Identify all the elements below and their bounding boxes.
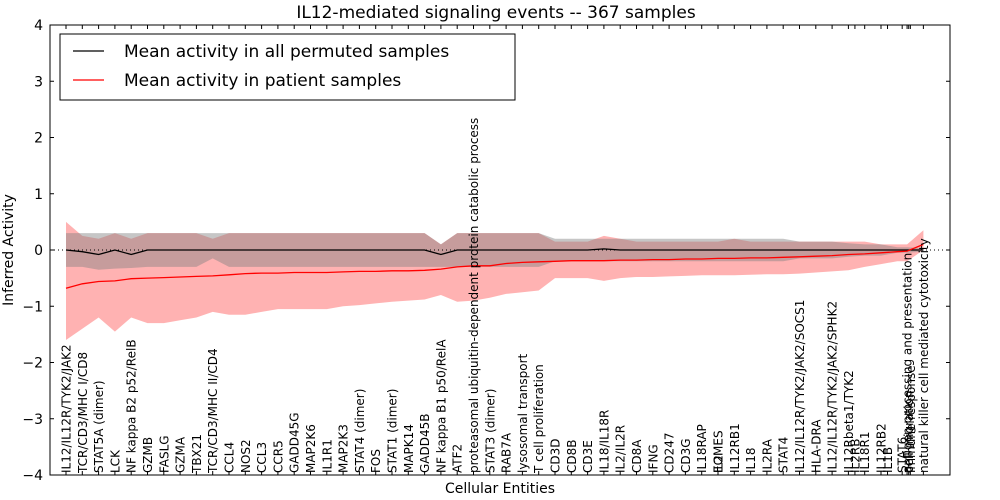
category-label: FASLG	[157, 435, 171, 473]
category-label: CD3G	[679, 438, 693, 473]
category-label: GZMA	[174, 436, 188, 473]
y-tick-label: −4	[22, 468, 43, 484]
legend: Mean activity in all permuted samples Me…	[59, 33, 516, 101]
y-tick-label: 2	[34, 131, 43, 147]
category-label: STAT3 (dimer)	[483, 389, 497, 473]
category-label: NF kappa B1 p50/RelA	[434, 339, 448, 473]
category-label: IL18RAP	[695, 424, 709, 473]
patient-mean-line	[65, 243, 924, 289]
x-axis-label: Cellular Entities	[445, 481, 555, 497]
category-label: TCR/CD3/MHC II/CD4	[206, 348, 220, 474]
category-label: natural killer cell mediated cytotoxicit…	[917, 238, 931, 473]
category-label: IFNG	[646, 444, 660, 473]
category-label: CD3E	[581, 440, 595, 473]
y-tick-label: −3	[22, 412, 43, 428]
permuted-mean-line	[65, 248, 924, 256]
category-label: IL12Rbeta1/TYK2	[842, 370, 856, 473]
category-label: IL1R1	[320, 439, 334, 473]
category-label: antigen processing and presentation	[901, 253, 915, 473]
category-label: HLA-DRA	[809, 419, 823, 473]
legend-box	[59, 33, 516, 101]
category-label: GZMB	[141, 437, 155, 473]
category-label: STAT4	[777, 437, 791, 473]
category-label: STAT1 (dimer)	[386, 389, 400, 473]
category-label: IL18	[744, 448, 758, 474]
plot-frame	[49, 24, 951, 476]
y-tick-label: −1	[22, 299, 43, 315]
category-label: MAPK14	[402, 424, 416, 473]
category-label: GADD45G	[288, 412, 302, 473]
category-label: CD247	[663, 432, 677, 473]
category-label: T cell proliferation	[532, 364, 546, 474]
category-label: IL18R1	[858, 432, 872, 473]
category-label: IL2RA	[760, 438, 774, 473]
category-label: ATF2	[451, 444, 465, 473]
category-label: STAT4 (dimer)	[353, 389, 367, 473]
y-tick-label: −2	[22, 356, 43, 372]
category-label: IL1B	[881, 447, 895, 473]
category-label: CCR5	[271, 440, 285, 473]
category-label: CD8B	[565, 440, 579, 474]
category-label: NOS2	[239, 439, 253, 473]
category-label: IL2RB	[848, 439, 862, 473]
category-label: CD3D	[549, 439, 563, 474]
category-label: STAT6	[896, 437, 910, 473]
category-label: STAT5A (dimer)	[92, 380, 106, 473]
chart-title: IL12-mediated signaling events -- 367 sa…	[296, 3, 696, 23]
category-label: NF kappa B2 p52/RelB	[125, 339, 139, 473]
category-label: IL12/IL12R/TYK2/JAK2	[60, 344, 74, 473]
category-label: immune response	[904, 365, 918, 473]
category-label: CD8A	[630, 439, 644, 473]
patient-band	[66, 221, 924, 340]
y-axis-label: Inferred Activity	[1, 194, 17, 306]
category-label: cell migration	[902, 391, 916, 473]
y-tick-label: 0	[34, 243, 43, 259]
y-tick-label: 1	[34, 187, 43, 203]
y-tick-label: 3	[34, 74, 43, 90]
category-label: LCK	[108, 449, 122, 473]
category-label: IL12RB1	[728, 423, 742, 473]
category-label: IL12/IL12R/TYK2/JAK2/SPHK2	[826, 301, 840, 473]
legend-label-patient: Mean activity in patient samples	[124, 71, 401, 91]
category-label: FOS	[369, 449, 383, 473]
category-label: EOMES	[712, 430, 726, 473]
category-label: lysosomal transport	[516, 353, 530, 473]
category-label: IL12/IL12R/TYK2/JAK2/SOCS1	[793, 300, 807, 473]
category-label: RAB7A	[500, 432, 514, 473]
category-label: TCR/CD3/MHC I/CD8	[76, 352, 90, 474]
category-label: IL12RB2	[875, 423, 889, 473]
category-label: IL18/IL18R	[597, 410, 611, 473]
y-tick-label: 4	[34, 18, 43, 34]
permuted-band	[66, 233, 924, 270]
category-label: MAP2K3	[337, 424, 351, 473]
category-label: IL2/IL2R	[614, 425, 628, 473]
category-label: CCL3	[255, 442, 269, 473]
category-label: IL2	[712, 455, 726, 473]
category-label: MAP2K6	[304, 424, 318, 473]
legend-label-permuted: Mean activity in all permuted samples	[124, 42, 449, 62]
category-label: CCL4	[223, 442, 237, 473]
category-label: proteasomal ubiquitin-dependent protein …	[467, 118, 481, 473]
category-label: GADD45B	[418, 414, 432, 474]
category-label: TBX21	[190, 434, 204, 474]
